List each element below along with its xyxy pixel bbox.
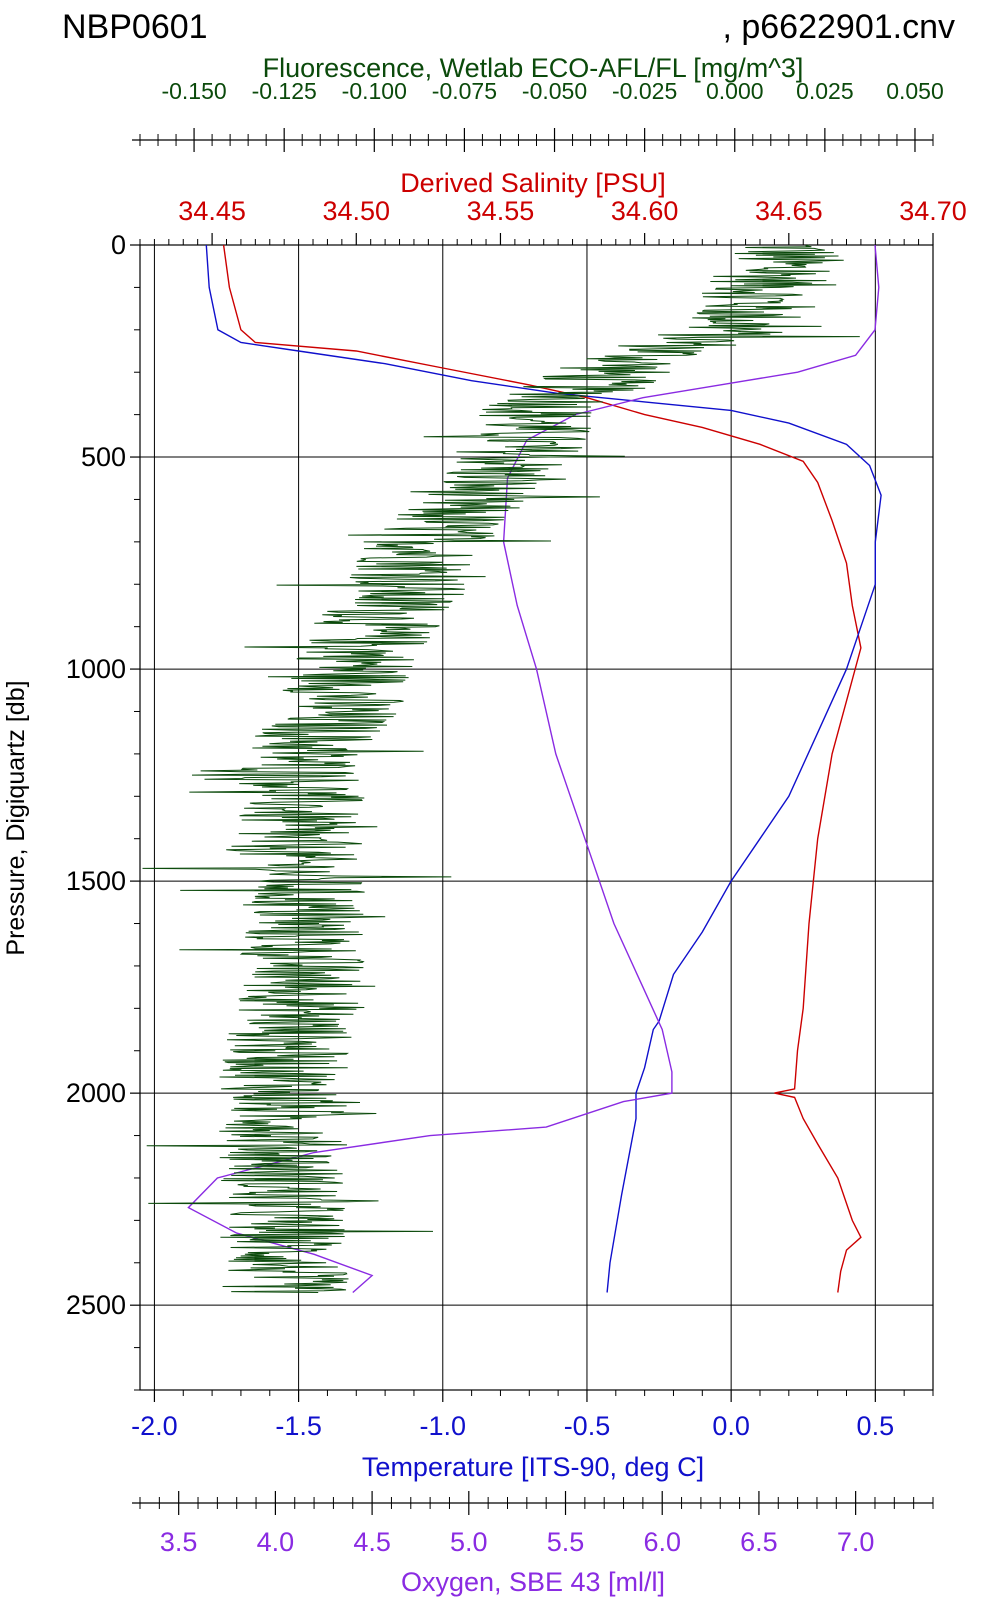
temperature-axis-title: Temperature [ITS-90, deg C] xyxy=(362,1452,704,1482)
oxygen-tick-label: 4.5 xyxy=(353,1527,391,1557)
temperature-tick-label: 0.5 xyxy=(857,1411,895,1441)
salinity-tick-label: 34.65 xyxy=(755,196,823,226)
temperature-tick-label: -1.0 xyxy=(420,1411,467,1441)
salinity-tick-label: 34.70 xyxy=(899,196,967,226)
fluorescence-tick-label: -0.075 xyxy=(432,78,497,104)
salinity-profile-line xyxy=(222,244,862,1293)
salinity-tick-label: 34.55 xyxy=(467,196,535,226)
fluorescence-profile-line xyxy=(142,244,860,1293)
pressure-axis-title: Pressure, Digiquartz [db] xyxy=(2,680,30,955)
pressure-tick-label: 500 xyxy=(81,442,126,472)
oxygen-tick-label: 6.5 xyxy=(740,1527,778,1557)
temperature-profile-line xyxy=(205,244,882,1293)
pressure-tick-label: 1500 xyxy=(66,866,126,896)
temperature-tick-label: -0.5 xyxy=(564,1411,611,1441)
fluorescence-tick-label: -0.125 xyxy=(252,78,317,104)
pressure-tick-label: 2000 xyxy=(66,1078,126,1108)
oxygen-tick-label: 5.0 xyxy=(450,1527,488,1557)
salinity-tick-label: 34.60 xyxy=(611,196,679,226)
salinity-tick-label: 34.45 xyxy=(178,196,246,226)
fluorescence-tick-label: -0.025 xyxy=(612,78,677,104)
oxygen-profile-line xyxy=(187,244,880,1294)
salinity-tick-label: 34.50 xyxy=(322,196,390,226)
pressure-tick-label: 0 xyxy=(111,230,126,260)
temperature-tick-label: 0.0 xyxy=(712,1411,750,1441)
oxygen-tick-label: 5.5 xyxy=(547,1527,585,1557)
oxygen-tick-label: 6.0 xyxy=(643,1527,681,1557)
temperature-tick-label: -2.0 xyxy=(131,1411,178,1441)
oxygen-axis-title: Oxygen, SBE 43 [ml/l] xyxy=(401,1567,665,1597)
fluorescence-tick-label: 0.050 xyxy=(886,78,944,104)
oxygen-tick-label: 3.5 xyxy=(160,1527,198,1557)
oxygen-tick-label: 4.0 xyxy=(257,1527,295,1557)
pressure-tick-label: 1000 xyxy=(66,654,126,684)
temperature-tick-label: -1.5 xyxy=(275,1411,322,1441)
fluorescence-tick-label: -0.100 xyxy=(342,78,407,104)
salinity-axis-title: Derived Salinity [PSU] xyxy=(400,168,666,198)
fluorescence-tick-label: 0.000 xyxy=(706,78,764,104)
fluorescence-tick-label: 0.025 xyxy=(796,78,854,104)
file-name: , p6622901.cnv xyxy=(722,8,955,46)
cruise-id: NBP0601 xyxy=(62,8,208,46)
oxygen-tick-label: 7.0 xyxy=(837,1527,875,1557)
pressure-tick-label: 2500 xyxy=(66,1290,126,1320)
fluorescence-axis-title: Fluorescence, Wetlab ECO-AFL/FL [mg/m^3] xyxy=(263,53,804,83)
fluorescence-tick-label: -0.150 xyxy=(161,78,226,104)
fluorescence-tick-label: -0.050 xyxy=(522,78,587,104)
